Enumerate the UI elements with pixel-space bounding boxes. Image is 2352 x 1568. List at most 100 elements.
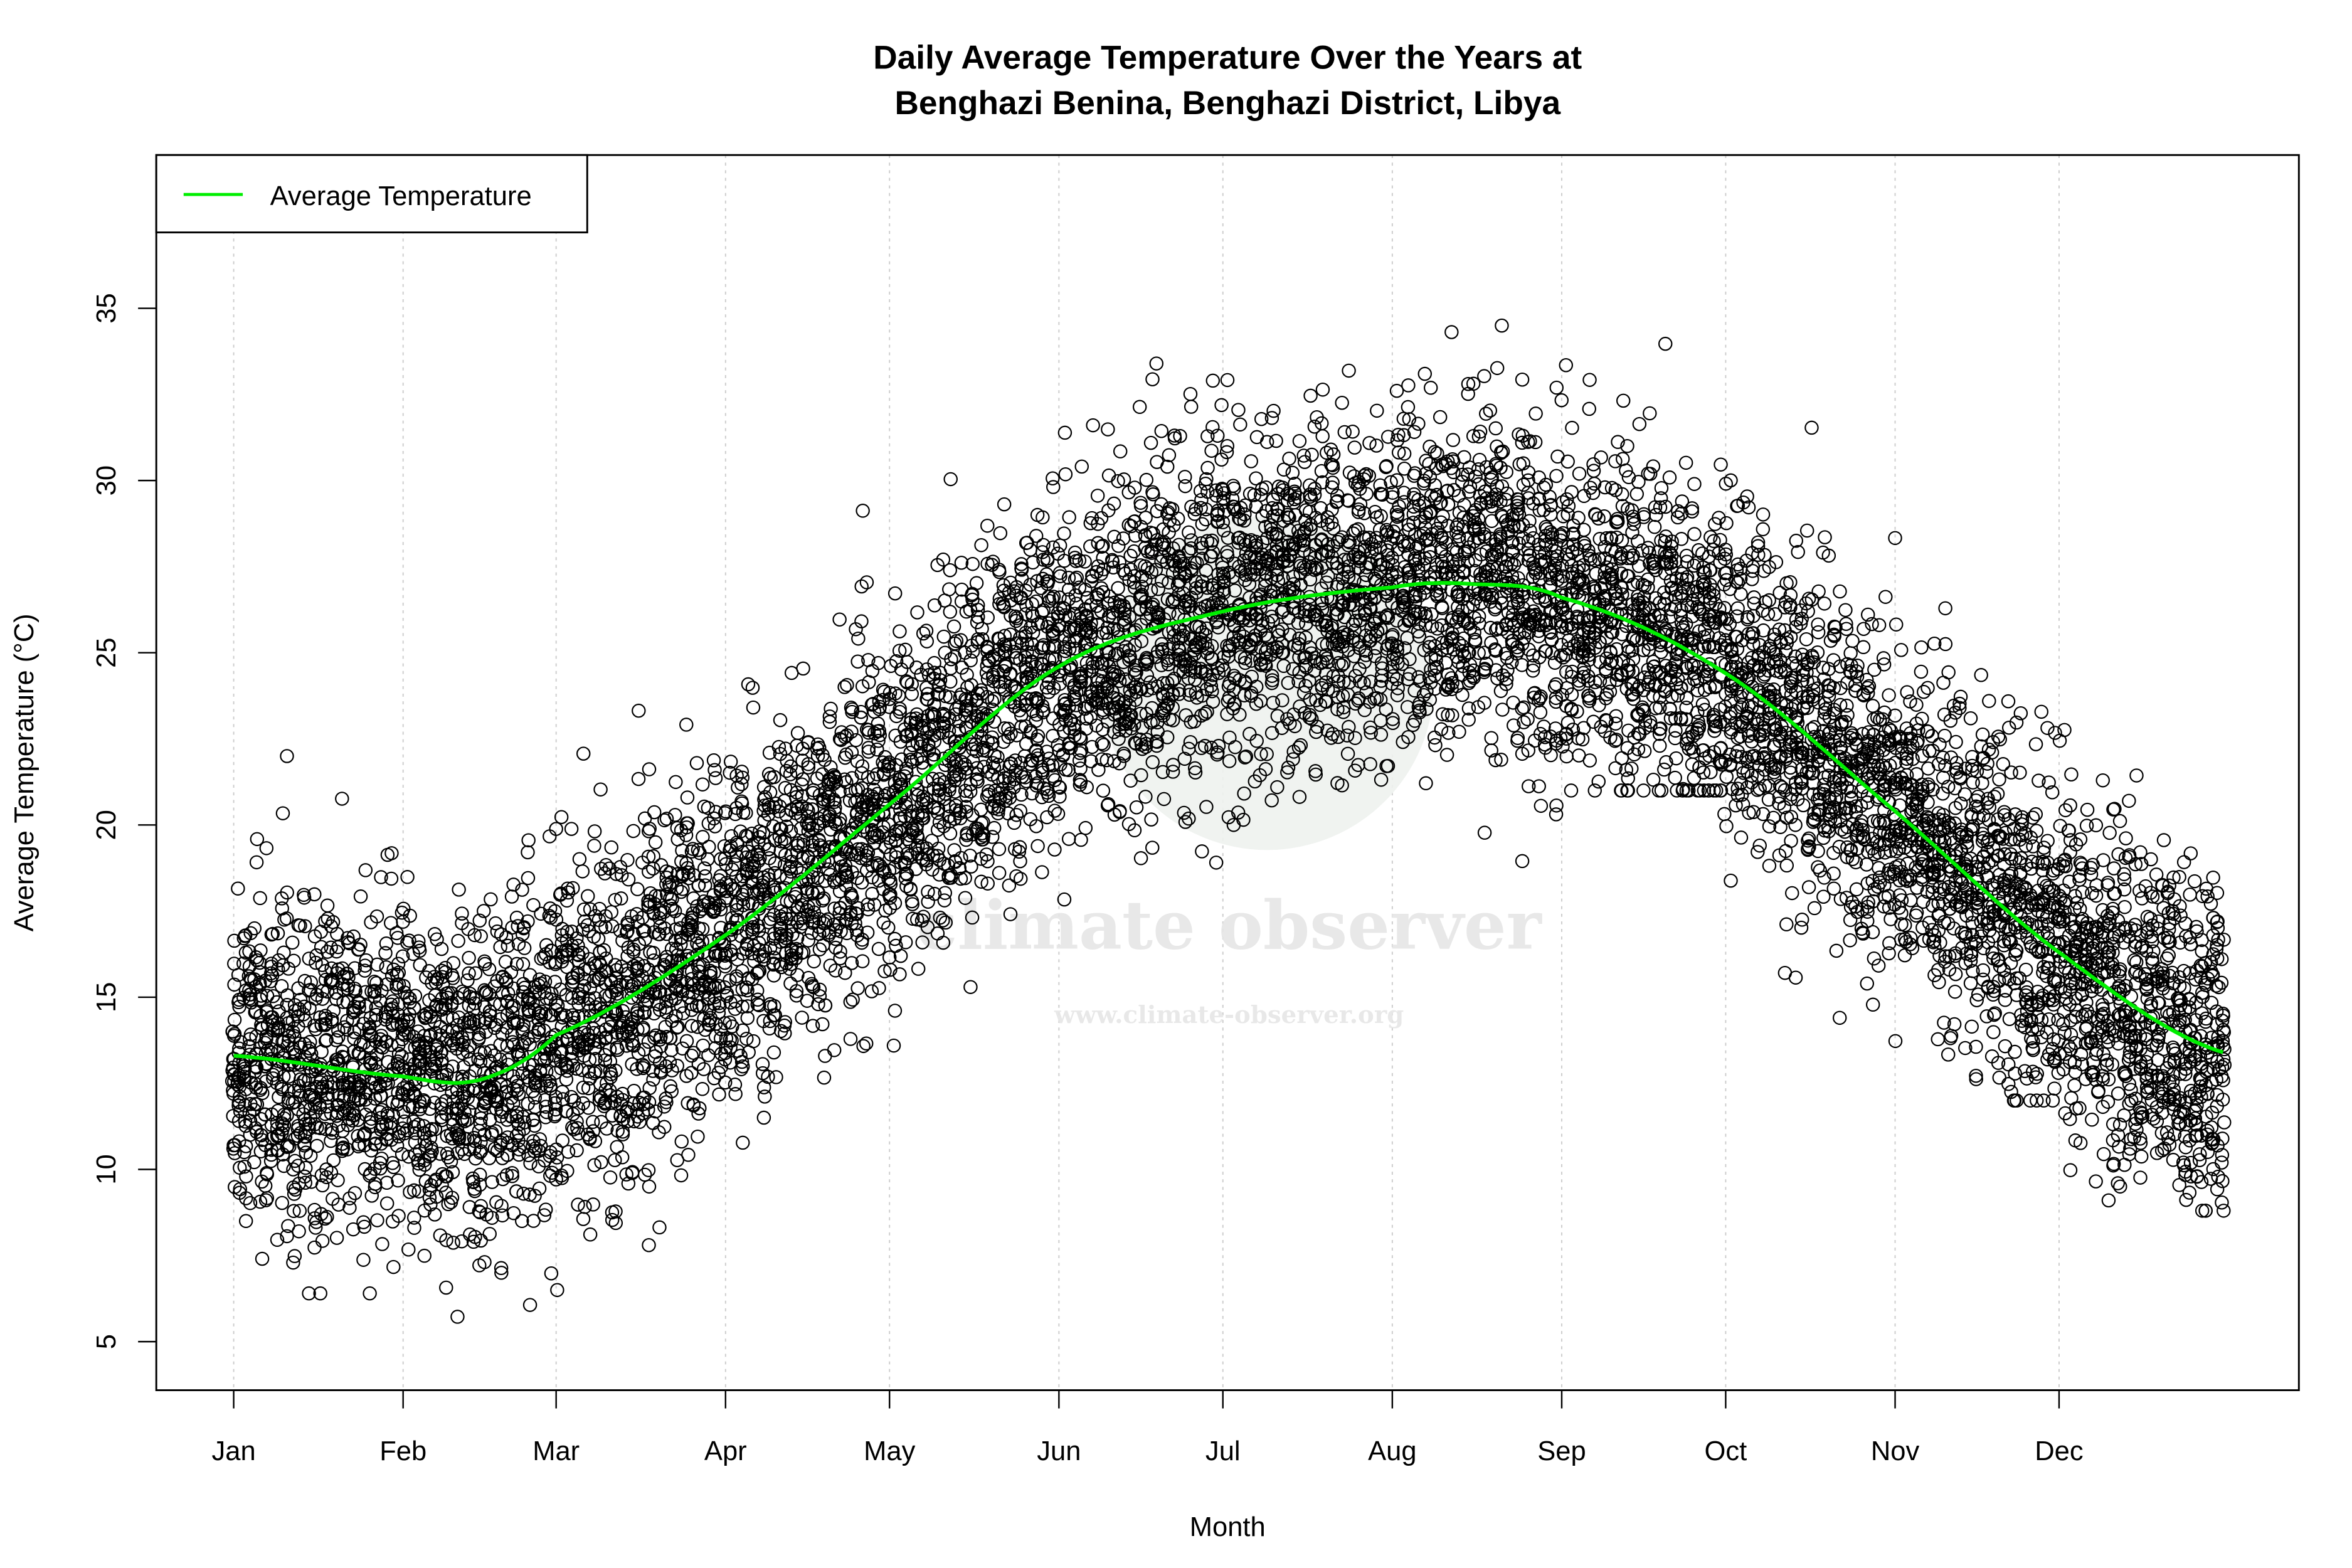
data-point <box>581 889 595 904</box>
data-point <box>510 1083 524 1098</box>
data-point <box>1144 812 1158 827</box>
data-point <box>554 810 569 824</box>
data-point <box>587 839 601 853</box>
data-point <box>964 678 978 692</box>
data-point <box>543 829 557 844</box>
data-point <box>756 1110 771 1125</box>
data-point <box>572 852 587 867</box>
data-point <box>701 816 716 831</box>
data-point <box>632 703 646 718</box>
data-point <box>318 1211 332 1226</box>
data-point <box>265 1071 280 1086</box>
data-point <box>495 970 510 985</box>
data-point <box>294 1072 308 1087</box>
data-point <box>494 1199 509 1213</box>
data-point <box>270 926 285 941</box>
data-point <box>889 709 904 724</box>
data-point <box>638 932 652 946</box>
data-point <box>684 972 699 987</box>
data-point <box>329 1033 344 1047</box>
data-point <box>992 842 1007 857</box>
data-point <box>696 1062 711 1076</box>
data-point <box>522 1037 537 1052</box>
data-point <box>484 892 498 907</box>
data-point <box>942 582 956 596</box>
data-point <box>630 963 644 978</box>
data-point <box>943 563 958 578</box>
data-point <box>910 605 924 620</box>
data-point <box>684 997 699 1012</box>
data-point <box>237 1159 252 1174</box>
data-point <box>408 1135 423 1150</box>
data-point <box>943 605 958 619</box>
data-point <box>309 955 323 970</box>
data-point <box>485 1210 499 1225</box>
data-point <box>505 1168 520 1184</box>
data-point <box>1014 871 1028 886</box>
data-point <box>277 913 292 927</box>
data-point <box>1101 468 1116 483</box>
data-point <box>477 1255 492 1269</box>
data-point <box>477 1045 492 1059</box>
data-point <box>1074 832 1088 847</box>
data-point <box>455 984 470 999</box>
data-point <box>662 1055 677 1069</box>
data-point <box>298 1175 313 1190</box>
data-point <box>466 1002 481 1017</box>
data-point <box>364 1076 379 1091</box>
data-point <box>712 1087 726 1102</box>
data-point <box>400 935 415 950</box>
data-point <box>249 855 264 870</box>
data-point <box>391 1209 406 1223</box>
data-point <box>1090 489 1105 503</box>
data-point <box>642 1237 656 1253</box>
data-point <box>576 1212 591 1226</box>
data-point <box>225 1024 240 1039</box>
data-point <box>318 1121 333 1136</box>
data-point <box>1160 459 1175 474</box>
data-point <box>645 1064 660 1078</box>
data-point <box>610 1041 624 1055</box>
data-point <box>468 1134 482 1148</box>
data-point <box>674 937 688 951</box>
data-point <box>406 1210 421 1225</box>
data-point <box>401 1242 416 1257</box>
data-point <box>746 700 761 715</box>
data-point <box>713 902 728 917</box>
data-point <box>631 771 646 787</box>
data-point <box>817 1070 832 1085</box>
data-point <box>850 981 865 995</box>
data-point <box>980 518 995 533</box>
data-point <box>313 1286 327 1301</box>
data-point <box>275 1116 290 1131</box>
data-point <box>646 1073 660 1087</box>
data-point <box>401 1014 416 1029</box>
data-point <box>255 1174 269 1189</box>
data-point <box>708 805 723 819</box>
data-point <box>587 824 602 839</box>
data-point <box>433 1147 447 1161</box>
data-point <box>297 890 312 905</box>
scatter-points <box>225 318 2232 1324</box>
data-point <box>569 1143 584 1158</box>
data-point <box>451 933 465 948</box>
data-point <box>689 999 704 1013</box>
data-point <box>674 884 689 899</box>
data-point <box>270 1121 285 1136</box>
data-point <box>807 954 821 969</box>
data-point <box>555 1133 570 1148</box>
data-point <box>560 881 575 896</box>
data-point <box>406 1183 421 1198</box>
data-point <box>522 968 538 982</box>
data-point <box>686 891 701 906</box>
data-point <box>270 1129 285 1144</box>
data-point <box>648 1104 663 1119</box>
data-point <box>358 963 372 978</box>
data-point <box>462 951 476 965</box>
data-point <box>231 881 245 896</box>
data-point <box>352 1000 366 1015</box>
data-point <box>657 921 672 936</box>
data-point <box>691 1057 706 1071</box>
data-point <box>396 1026 410 1041</box>
data-point <box>604 975 618 990</box>
